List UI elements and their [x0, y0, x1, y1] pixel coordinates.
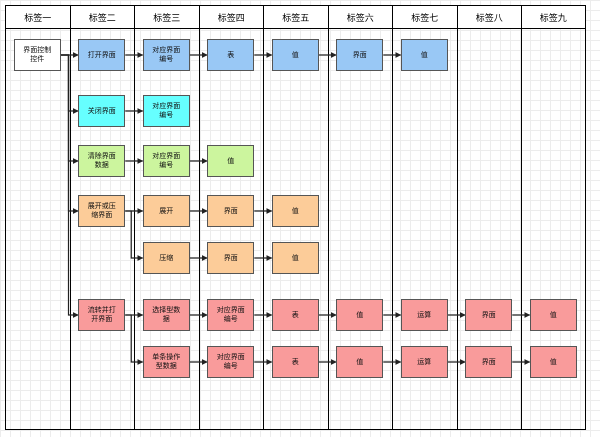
edge-flow-open-to-single-data: [125, 314, 144, 365]
node-flow-open[interactable]: 流转并打 开界面: [78, 299, 126, 331]
node-single-screen[interactable]: 界面: [465, 346, 513, 378]
lane-header-2: 标签二: [69, 5, 134, 29]
node-select-value-2[interactable]: 值: [529, 299, 577, 331]
edge-toggle-ui-to-collapse: [125, 210, 144, 261]
lane-header-4: 标签四: [198, 5, 263, 29]
node-collapse[interactable]: 压缩: [142, 242, 190, 274]
node-open-ui-id[interactable]: 对应界面 编号: [142, 39, 190, 71]
node-select-screen[interactable]: 界面: [465, 299, 513, 331]
node-collapse-screen[interactable]: 界面: [207, 242, 255, 274]
node-single-value-1[interactable]: 值: [336, 346, 384, 378]
node-expand-value[interactable]: 值: [271, 195, 319, 227]
node-close-ui-id[interactable]: 对应界面 编号: [142, 95, 190, 127]
node-expand-screen[interactable]: 界面: [207, 195, 255, 227]
node-select-data[interactable]: 选择型数 据: [142, 299, 190, 331]
lane-9: [521, 29, 586, 430]
edge-ui-control-to-flow-open: [60, 54, 79, 318]
node-select-table[interactable]: 表: [271, 299, 319, 331]
lane-5: [263, 29, 328, 430]
lane-header-7: 标签七: [392, 5, 457, 29]
lane-1: [5, 29, 70, 430]
node-single-ui-id[interactable]: 对应界面 编号: [207, 346, 255, 378]
node-select-op[interactable]: 运算: [400, 299, 448, 331]
lane-2: [69, 29, 134, 430]
node-select-value-1[interactable]: 值: [336, 299, 384, 331]
node-single-value-2[interactable]: 值: [529, 346, 577, 378]
node-single-op[interactable]: 运算: [400, 346, 448, 378]
node-expand[interactable]: 展开: [142, 195, 190, 227]
lane-6: [327, 29, 392, 430]
lane-7: [392, 29, 457, 430]
node-select-ui-id[interactable]: 对应界面 编号: [207, 299, 255, 331]
node-single-table[interactable]: 表: [271, 346, 319, 378]
node-collapse-value[interactable]: 值: [271, 242, 319, 274]
lane-header-3: 标签三: [134, 5, 199, 29]
lane-header-6: 标签六: [327, 5, 392, 29]
node-open-ui[interactable]: 打开界面: [78, 39, 126, 71]
edge-ui-control-to-clear-ui: [60, 54, 79, 164]
node-clear-ui[interactable]: 清除界面 数据: [78, 145, 126, 177]
node-clear-ui-id[interactable]: 对应界面 编号: [142, 145, 190, 177]
node-ui-control[interactable]: 界面控制 控件: [13, 39, 61, 71]
lane-4: [198, 29, 263, 430]
lane-header-5: 标签五: [263, 5, 328, 29]
node-open-value-2[interactable]: 值: [400, 39, 448, 71]
lane-8: [456, 29, 521, 430]
node-close-ui[interactable]: 关闭界面: [78, 95, 126, 127]
edge-ui-control-to-toggle-ui: [60, 54, 79, 214]
node-open-value-1[interactable]: 值: [271, 39, 319, 71]
lane-header-9: 标签九: [521, 5, 586, 29]
lane-header-1: 标签一: [5, 5, 70, 29]
node-open-screen[interactable]: 界面: [336, 39, 384, 71]
node-open-table[interactable]: 表: [207, 39, 255, 71]
lane-3: [134, 29, 199, 430]
node-single-data[interactable]: 单条操作 型数据: [142, 346, 190, 378]
lane-header-8: 标签八: [456, 5, 521, 29]
edge-ui-control-to-close-ui: [60, 54, 79, 114]
node-clear-value[interactable]: 值: [207, 145, 255, 177]
node-toggle-ui[interactable]: 展开或压 缩界面: [78, 195, 126, 227]
